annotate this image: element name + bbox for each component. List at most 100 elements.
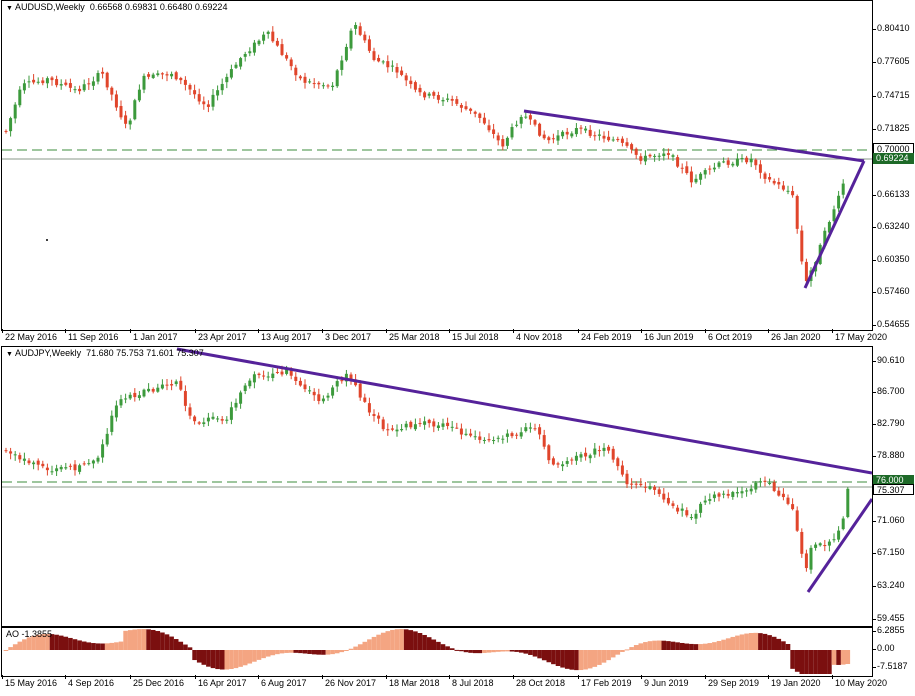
ao-bar <box>477 650 483 654</box>
candle <box>754 480 758 493</box>
ao-bar <box>638 643 644 650</box>
candle <box>639 478 643 487</box>
ao-indicator-pane[interactable]: AO -1.3855 <box>1 627 873 677</box>
candle-body <box>45 467 49 471</box>
time-tick-mark <box>195 675 196 679</box>
marker-dot <box>46 239 48 241</box>
candle-body <box>791 191 795 196</box>
ao-bar <box>813 650 818 674</box>
time-tick-mark <box>65 329 66 333</box>
candle-body <box>73 89 77 91</box>
candle <box>726 157 730 168</box>
candle <box>524 423 528 433</box>
candle-body <box>432 92 436 96</box>
ao-bar <box>684 643 690 650</box>
candle-body <box>91 81 95 86</box>
candle-body <box>206 104 210 107</box>
candle-body <box>188 85 192 90</box>
time-tick-label: 29 Sep 2019 <box>708 678 760 688</box>
ao-bar <box>578 650 584 671</box>
ao-bar <box>45 633 50 650</box>
candle-body <box>50 77 54 81</box>
time-tick-label: 6 Aug 2017 <box>261 678 307 688</box>
candle-body <box>372 51 376 60</box>
candle <box>731 161 735 168</box>
candle <box>708 493 712 505</box>
candle-body <box>689 517 693 519</box>
time-tick-label: 23 Apr 2017 <box>198 332 247 342</box>
candle-body <box>9 451 13 454</box>
candle <box>800 528 804 558</box>
ao-bar <box>150 629 156 650</box>
candle-body <box>781 185 785 190</box>
audusd-price-axis[interactable]: 0.80410 0.77605 0.74715 0.71825 0.66133 0.632… <box>872 0 915 330</box>
candle <box>18 86 22 108</box>
candle-body <box>519 117 523 124</box>
ao-bar <box>293 650 299 653</box>
candle <box>32 460 36 470</box>
candle-body <box>271 31 275 42</box>
candle-body <box>55 79 59 86</box>
audjpy-price-axis[interactable]: 90.610 86.700 82.790 78.880 71.060 67.150 63.2… <box>872 346 915 626</box>
candle <box>298 377 302 387</box>
candle-body <box>542 435 546 447</box>
candle-body <box>427 419 431 424</box>
candle-body <box>597 450 601 452</box>
candle <box>551 456 555 466</box>
time-tick-label: 3 Dec 2017 <box>325 332 372 342</box>
time-tick-mark <box>578 675 579 679</box>
candle-body <box>266 376 270 378</box>
collapse-arrow-icon: ▼ <box>6 351 13 358</box>
candle-body <box>676 507 680 512</box>
candle <box>137 391 141 401</box>
ao-bar <box>330 650 335 655</box>
ao-bar <box>629 647 634 650</box>
candle <box>685 161 689 175</box>
ohlc-values: 0.66568 0.69831 0.66480 0.69224 <box>89 2 228 12</box>
candle-body <box>156 73 160 76</box>
ao-bar <box>224 650 230 670</box>
candle <box>648 482 652 491</box>
candle <box>459 102 463 113</box>
candle-body <box>321 85 325 87</box>
candle <box>13 451 17 461</box>
candle-body <box>124 115 128 124</box>
ao-bar <box>624 649 630 651</box>
ao-bar <box>486 650 492 653</box>
audusd-chart-pane[interactable]: ▼ AUDUSD,Weekly 0.66568 0.69831 0.66480 0… <box>1 0 873 331</box>
ao-bar <box>781 641 786 650</box>
candle <box>515 120 519 128</box>
candle <box>197 88 201 105</box>
candle <box>308 78 312 84</box>
candle <box>800 225 804 265</box>
candle <box>257 372 261 379</box>
ao-bar <box>518 650 524 653</box>
candle-body <box>510 433 514 437</box>
price-tick-label: 63.240 <box>877 580 905 590</box>
audusd-pane-title: ▼ AUDUSD,Weekly 0.66568 0.69831 0.66480 0… <box>6 2 227 12</box>
candle-body <box>174 381 178 385</box>
candle-body <box>464 106 468 110</box>
candle-body <box>501 438 505 440</box>
candle <box>469 107 473 115</box>
candle <box>763 171 767 184</box>
candle <box>101 439 105 463</box>
candle <box>105 71 109 91</box>
candle <box>170 379 174 391</box>
candle <box>298 74 302 81</box>
audjpy-chart-pane[interactable]: ▼ AUDJPY,Weekly 71.680 75.753 71.601 75.3… <box>1 346 873 627</box>
candle-body <box>827 541 831 546</box>
ao-bar <box>804 650 809 674</box>
candle <box>837 526 841 543</box>
candle <box>349 28 353 51</box>
time-tick-mark <box>513 329 514 333</box>
candle-body <box>9 118 13 132</box>
ao-bar <box>555 650 561 666</box>
candle-body <box>377 415 381 419</box>
candle-body <box>32 79 36 83</box>
candle-body <box>837 195 841 209</box>
candle-body <box>837 530 841 540</box>
ao-bar <box>491 650 496 653</box>
ao-bar <box>109 642 115 650</box>
candle <box>160 72 164 80</box>
